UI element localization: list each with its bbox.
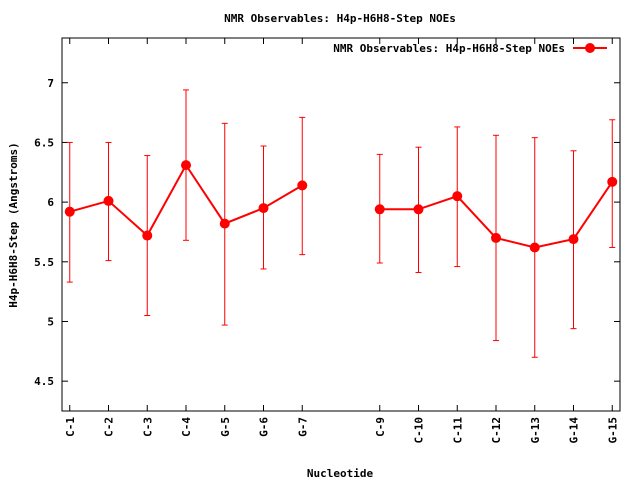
x-tick-label: C-4 [180,417,193,437]
data-point [64,206,75,217]
data-point [297,180,308,191]
data-point [568,234,579,245]
y-axis-label: H4p-H6H8-Step (Angstroms) [7,142,20,308]
x-tick-label: G-6 [258,417,271,437]
data-point [181,160,191,171]
x-tick-label: C-9 [374,417,387,437]
x-axis: C-1 C-2 C-3 C-4 G-5 G-6 G-7 C-9 C-10 C-11 C-12 G-13… [64,38,619,444]
x-tick-label: C-3 [141,417,154,437]
data-point [374,204,385,215]
data-point [529,242,540,253]
legend-label: NMR Observables: H4p-H6H8-Step NOEs [333,42,565,55]
x-tick-label: C-12 [490,417,503,444]
data-point [219,218,230,229]
y-tick-label: 6.5 [34,136,54,149]
chart-title: NMR Observables: H4p-H6H8-Step NOEs [224,12,456,25]
x-tick-label: C-1 [64,417,77,437]
data-point [413,204,424,215]
y-tick-label: 5 [47,315,54,328]
y-tick-label: 4.5 [34,375,54,388]
y-tick-label: 5.5 [34,256,54,269]
x-tick-label: C-11 [451,417,464,444]
legend-marker [585,43,595,53]
x-tick-label: G-13 [529,417,542,444]
y-axis: 4.5 5 5.5 6 6.5 7 [34,77,620,388]
x-axis-label: Nucleotide [307,467,374,480]
plot-border [61,37,621,412]
legend: NMR Observables: H4p-H6H8-Step NOEs [333,42,607,55]
x-tick-label: G-5 [219,417,232,437]
y-tick-label: 6 [47,196,54,209]
data-point [452,191,463,202]
x-tick-label: G-14 [568,417,581,444]
data-point [258,203,269,214]
data-point [607,176,618,187]
error-bars [66,89,616,358]
data-point [103,195,114,206]
x-tick-label: C-2 [103,417,116,437]
x-tick-label: G-15 [606,417,619,444]
data-point [142,230,153,241]
y-tick-label: 7 [47,77,54,90]
x-tick-label: G-7 [296,417,309,437]
data-points [64,160,618,253]
data-point [491,232,501,243]
x-tick-label: C-10 [413,417,426,444]
